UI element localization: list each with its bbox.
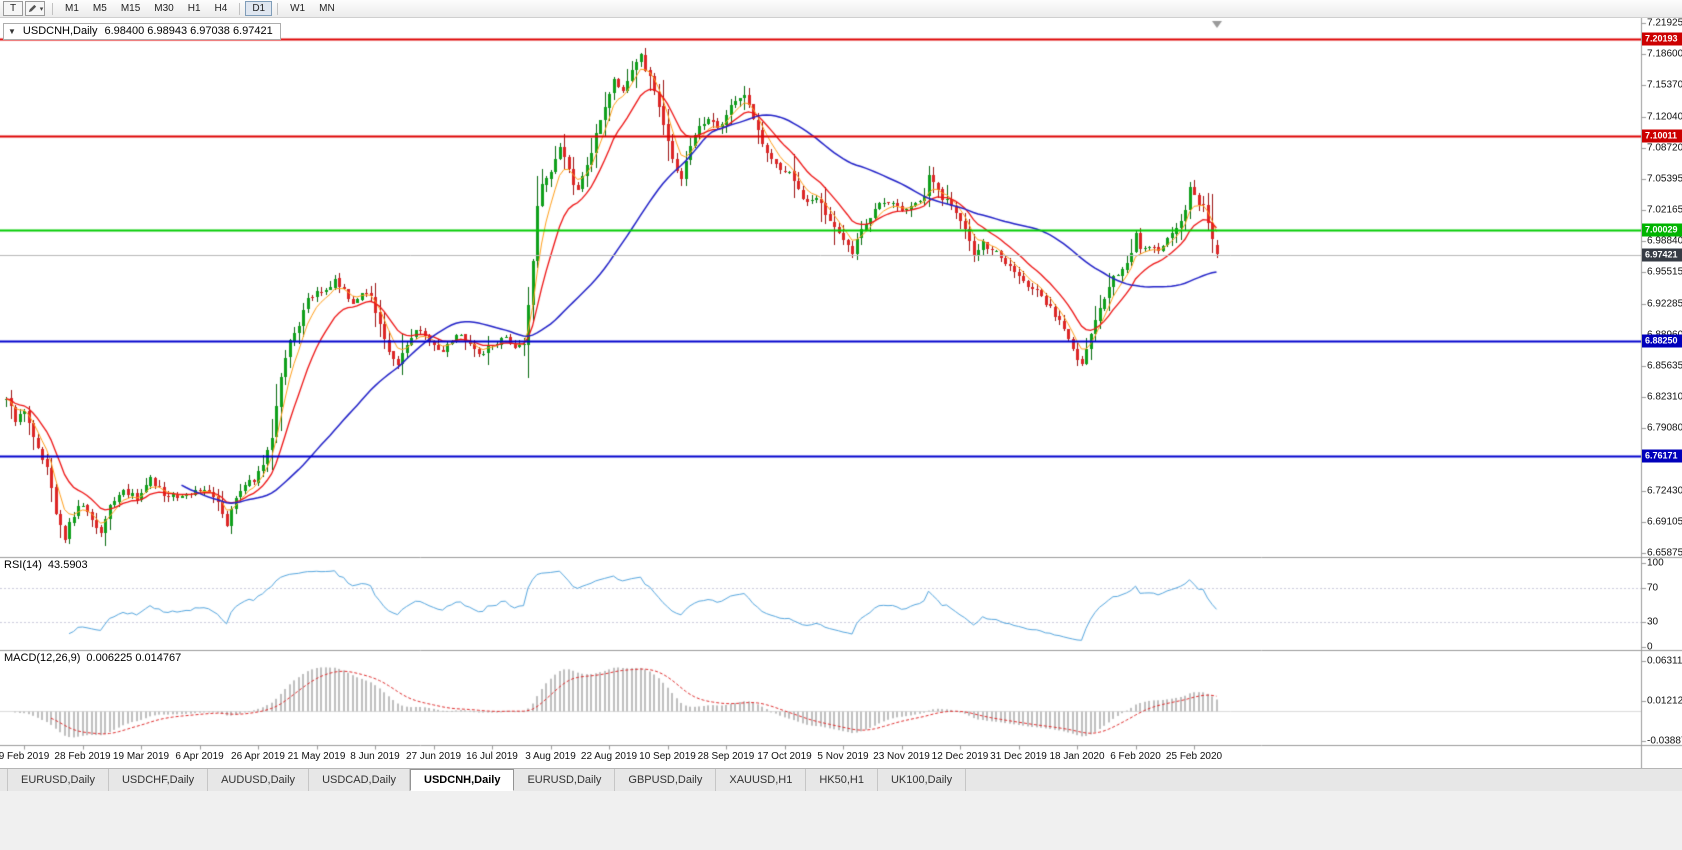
date-axis-label: 10 Sep 2019 [639, 751, 696, 762]
chart-tab-usdcnh-daily[interactable]: USDCNH,Daily [410, 769, 515, 791]
macd-name: MACD(12,26,9) [4, 652, 81, 664]
chart-symbol-header[interactable]: ▼ USDCNH,Daily 6.98400 6.98943 6.97038 6… [3, 23, 281, 40]
chart-tab-eurusd-daily[interactable]: EURUSD,Daily [7, 769, 109, 791]
timeframe-button-h4[interactable]: H4 [208, 1, 235, 16]
rsi-scale-label: 0 [1647, 641, 1653, 653]
chart-tab-eurusd-daily[interactable]: EURUSD,Daily [514, 769, 616, 791]
date-axis-label: 23 Nov 2019 [873, 751, 930, 762]
price-scale-label: 6.85635 [1647, 360, 1682, 372]
toolbar-separator [52, 2, 53, 15]
level-price-tag: 7.20193 [1642, 32, 1682, 46]
price-scale-label: 6.95515 [1647, 266, 1682, 278]
pen-icon [28, 4, 36, 13]
level-price-tag: 6.88250 [1642, 334, 1682, 348]
toolbar-separator [239, 2, 241, 15]
top-toolbar: T ▾ M1 M5 M15 M30 H1 H4 D1 W1 MN [0, 0, 1682, 18]
date-axis-label: 16 Jul 2019 [466, 751, 518, 762]
level-price-tag: 6.76171 [1642, 449, 1682, 463]
collapse-icon[interactable]: ▼ [8, 26, 16, 36]
level-price-tag: 7.10011 [1642, 129, 1682, 143]
timeframe-button-w1[interactable]: W1 [283, 1, 312, 16]
date-axis-label: 19 Mar 2019 [112, 751, 170, 762]
price-scale-label: 6.69105 [1647, 516, 1682, 528]
chart-area: ▼ USDCNH,Daily 6.98400 6.98943 6.97038 6… [0, 18, 1682, 768]
timeframe-button-m1[interactable]: M1 [58, 1, 86, 16]
timeframe-button-m5[interactable]: M5 [86, 1, 114, 16]
macd-scale-label: -0.038872 [1647, 735, 1682, 747]
date-axis-label: 18 Jan 2020 [1049, 751, 1105, 762]
date-axis-label: 8 Jun 2019 [350, 751, 400, 762]
chart-symbol-label: USDCNH,Daily [22, 25, 98, 37]
date-axis-label: 28 Sep 2019 [697, 751, 755, 762]
status-strip [0, 791, 1682, 850]
price-scale-label: 7.05395 [1647, 173, 1682, 185]
price-scale-label: 7.15370 [1647, 79, 1682, 91]
macd-values: 0.006225 0.014767 [86, 652, 182, 664]
chart-tab-gbpusd-daily[interactable]: GBPUSD,Daily [615, 769, 717, 791]
price-chart-canvas[interactable] [0, 18, 1682, 768]
date-axis-label: 6 Apr 2019 [175, 751, 224, 762]
chart-tab-uk100-daily[interactable]: UK100,Daily [878, 769, 967, 791]
date-axis-label: 17 Oct 2019 [757, 751, 812, 762]
date-axis-label: 5 Nov 2019 [817, 751, 869, 762]
price-scale-label: 6.88960 [1647, 329, 1682, 340]
price-scale-label: 7.08720 [1647, 142, 1682, 154]
timeframe-button-h1[interactable]: H1 [181, 1, 208, 16]
date-axis-label: 28 Feb 2019 [54, 751, 111, 762]
date-axis-label: 31 Dec 2019 [990, 751, 1047, 762]
chart-tab-audusd-daily[interactable]: AUDUSD,Daily [208, 769, 310, 791]
macd-indicator-label: MACD(12,26,9) 0.006225 0.014767 [4, 652, 181, 664]
timeframe-button-m30[interactable]: M30 [147, 1, 180, 16]
date-axis-label: 21 May 2019 [287, 751, 346, 762]
price-scale-label: 6.92285 [1647, 298, 1682, 310]
chart-ohlc-values: 6.98400 6.98943 6.97038 6.97421 [104, 25, 273, 37]
macd-scale-label: 0.063113 [1647, 655, 1682, 667]
price-scale-label: 6.82310 [1647, 391, 1682, 403]
date-axis-label: 3 Aug 2019 [525, 751, 576, 762]
rsi-scale-label: 30 [1647, 616, 1659, 628]
price-scale-label: 7.12040 [1647, 111, 1682, 123]
chart-tab-usdcad-daily[interactable]: USDCAD,Daily [309, 769, 411, 791]
toolbar-separator [277, 2, 279, 15]
timeframe-button-mn[interactable]: MN [312, 1, 342, 16]
date-axis-label: 26 Apr 2019 [231, 751, 285, 762]
rsi-value: 43.5903 [47, 559, 88, 571]
rsi-name: RSI(14) [4, 559, 42, 571]
date-axis-label: 27 Jun 2019 [405, 751, 462, 762]
chart-tabs-bar: EURUSD,Daily USDCHF,Daily AUDUSD,Daily USDC… [0, 768, 1682, 791]
rsi-scale-label: 70 [1647, 582, 1659, 594]
timeframe-button-m15[interactable]: M15 [114, 1, 147, 16]
price-scale-label: 6.72430 [1647, 485, 1682, 497]
chart-tab-hk50-h1[interactable]: HK50,H1 [806, 769, 878, 791]
chart-tab-xauusd-h1[interactable]: XAUUSD,H1 [716, 769, 807, 791]
timeframe-buttons: M1 M5 M15 M30 H1 H4 D1 W1 MN [58, 1, 342, 16]
price-scale-label: 7.02165 [1647, 204, 1682, 216]
date-axis-label: 22 Aug 2019 [580, 751, 638, 762]
date-axis-label: 9 Feb 2019 [0, 751, 50, 762]
current-price-tag: 6.97421 [1642, 248, 1682, 262]
drawing-tool-button[interactable]: ▾ [25, 1, 45, 16]
price-scale-label: 6.98840 [1647, 235, 1682, 247]
level-price-tag: 7.00029 [1642, 223, 1682, 237]
dropdown-caret-icon: ▾ [39, 5, 44, 13]
macd-scale-label: 0.012120 [1647, 695, 1682, 707]
chart-tab-usdchf-daily[interactable]: USDCHF,Daily [109, 769, 209, 791]
timeframe-button-d1[interactable]: D1 [245, 1, 273, 16]
rsi-indicator-label: RSI(14) 43.5903 [4, 559, 88, 571]
date-axis-label: 12 Dec 2019 [931, 751, 989, 762]
price-scale-label: 6.65875 [1647, 547, 1682, 559]
price-scale-label: 7.21925 [1647, 17, 1682, 29]
rsi-scale-label: 100 [1647, 557, 1664, 569]
price-scale-label: 6.79080 [1647, 422, 1682, 434]
date-axis-label: 25 Feb 2020 [1165, 751, 1223, 762]
date-axis-label: 6 Feb 2020 [1110, 751, 1161, 762]
price-scale-label: 7.18600 [1647, 48, 1682, 60]
pointer-tool-button[interactable]: T [3, 1, 23, 16]
